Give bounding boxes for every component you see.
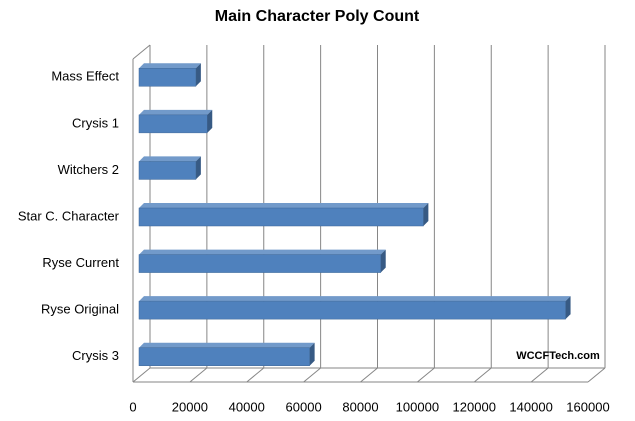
bar-side [195,156,201,180]
bar-side [195,63,201,87]
bar [138,342,315,366]
bar-front [138,347,310,366]
bar [138,296,571,320]
bar [138,249,386,273]
y-tick-label: Witchers 2 [58,162,119,177]
bar [138,63,201,87]
floor-grid-line [360,367,378,383]
x-tick-label: 80000 [342,399,378,414]
x-tick-label: 140000 [509,399,552,414]
bar-top [139,109,213,115]
bar-front [138,161,197,180]
bar [138,109,213,134]
floor-grid-line [417,367,435,383]
bar [138,156,201,180]
y-tick-label: Crysis 1 [72,115,119,130]
y-tick-label: Mass Effect [51,69,119,84]
x-tick-label: 20000 [172,399,208,414]
bar-top [139,156,201,162]
x-tick-label: 60000 [286,399,322,414]
y-tick-label: Ryse Current [42,255,119,270]
bar-side [565,296,571,320]
bar [138,203,429,227]
x-tick-label: 120000 [453,399,496,414]
bar-front [138,254,381,273]
bar-top [139,63,201,69]
bar-side [207,109,213,133]
y-tick-label: Ryse Original [41,302,119,317]
bar-front [138,207,424,227]
floor-grid-line [587,367,606,383]
floor-grid-line [530,367,549,383]
bar-top [139,296,571,302]
bar-side [309,342,315,366]
bar-top [139,342,315,348]
bar-side [423,203,429,226]
bars [138,63,571,366]
floor-grid-line [303,367,321,383]
bar-side [380,249,386,273]
chart-title: Main Character Poly Count [215,8,420,25]
x-tick-label: 0 [129,399,136,414]
watermark: WCCFTech.com [516,350,600,362]
floor-grid-line [246,367,265,383]
bar-front [138,68,197,87]
y-tick-label: Crysis 3 [72,348,119,363]
bar-top [139,249,386,255]
x-tick-label: 40000 [229,399,265,414]
x-tick-label: 160000 [566,399,609,414]
bar-front [138,300,566,320]
floor-grid-line [132,367,151,383]
floor-grid-line [189,367,208,383]
wall-top-edge [132,44,151,60]
x-tick-label: 100000 [396,399,439,414]
y-tick-label: Star C. Character [18,208,120,223]
floor-grid-line [473,367,492,383]
bar-top [139,203,429,208]
bar-front [138,114,208,134]
